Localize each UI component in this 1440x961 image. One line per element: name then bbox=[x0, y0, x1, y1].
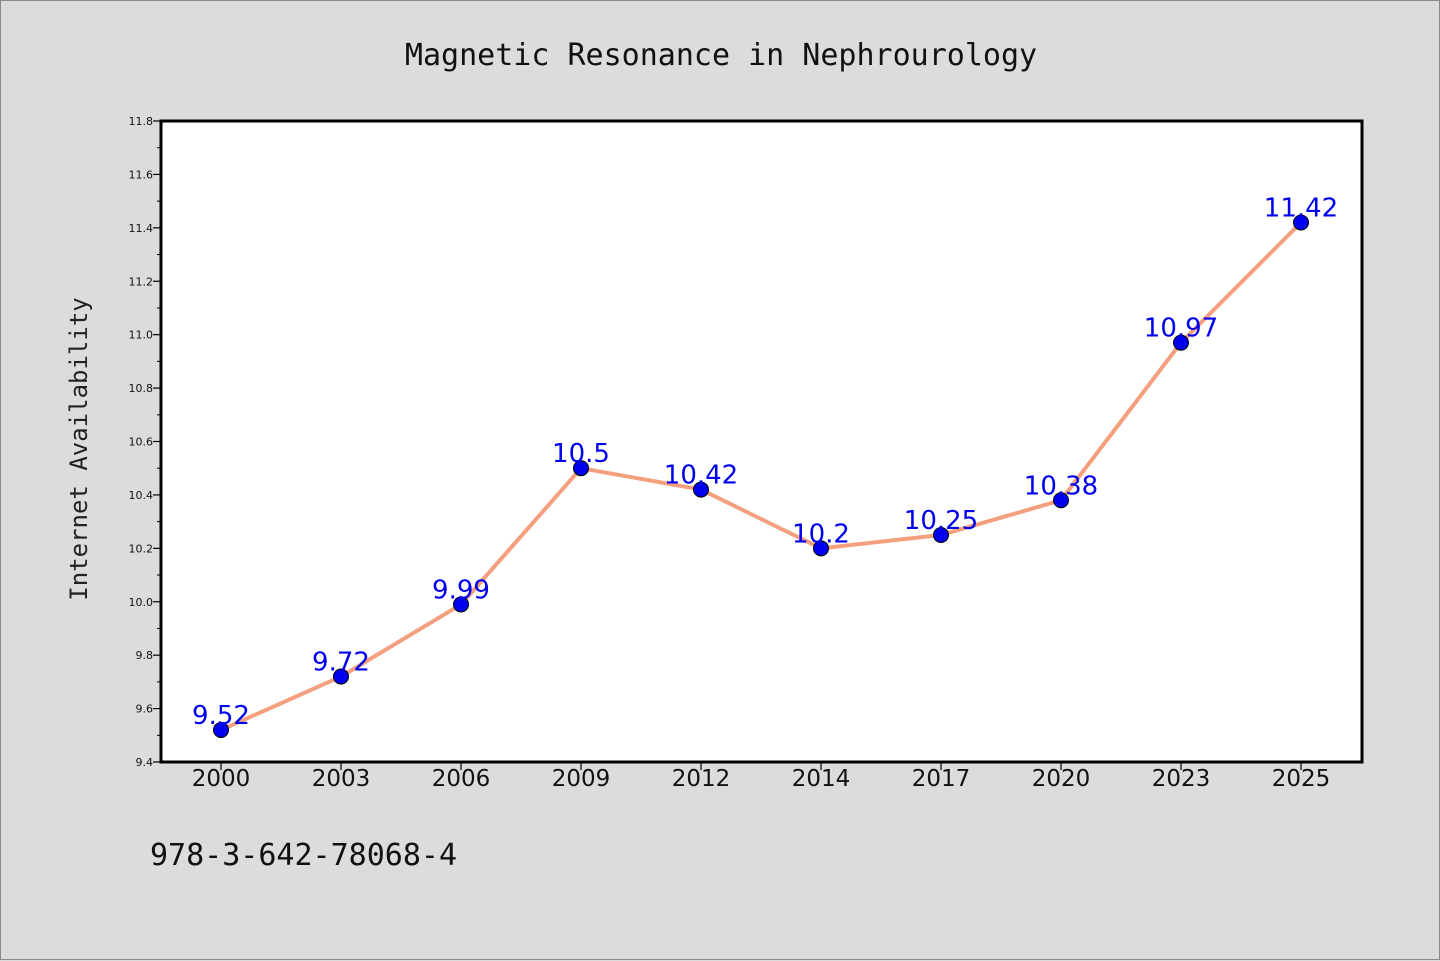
x-tick-label: 2000 bbox=[192, 766, 251, 792]
data-point bbox=[453, 596, 469, 613]
y-tick-label: 11.0 bbox=[129, 329, 154, 342]
data-label: 10.25 bbox=[904, 506, 978, 536]
y-tick-label: 11.2 bbox=[129, 275, 154, 288]
data-point bbox=[933, 526, 949, 543]
x-tick-label: 2014 bbox=[792, 766, 851, 792]
data-point bbox=[213, 721, 229, 738]
y-tick-label: 10.8 bbox=[129, 382, 154, 395]
x-tick-label: 2017 bbox=[912, 766, 971, 792]
data-label: 10.38 bbox=[1024, 471, 1098, 501]
x-axis-ticks: 2000 2003 2006 2009 2012 2014 2017 2020 2023 2025 bbox=[192, 762, 1331, 792]
y-tick-label: 10.0 bbox=[129, 596, 154, 609]
data-point bbox=[1293, 214, 1309, 231]
x-tick-label: 2012 bbox=[672, 766, 731, 792]
data-label: 9.72 bbox=[312, 648, 370, 678]
y-tick-label: 9.8 bbox=[136, 649, 154, 662]
data-label: 9.99 bbox=[432, 575, 490, 605]
data-point bbox=[813, 540, 829, 557]
y-axis-ticks: 9.4 9.6 9.8 10.0 10.2 10.4 10.6 10.8 11.0 11.2 11.… bbox=[129, 115, 161, 769]
y-tick-label: 10.6 bbox=[129, 436, 154, 449]
x-tick-label: 2025 bbox=[1272, 766, 1331, 792]
y-tick-label: 11.8 bbox=[129, 115, 154, 128]
y-tick-label: 10.4 bbox=[129, 489, 154, 502]
data-label: 10.2 bbox=[792, 519, 850, 549]
y-tick-label: 11.6 bbox=[129, 168, 154, 181]
y-tick-label: 11.4 bbox=[129, 222, 154, 235]
x-tick-label: 2020 bbox=[1032, 766, 1091, 792]
data-label: 10.97 bbox=[1144, 314, 1218, 344]
data-point bbox=[333, 668, 349, 685]
chart-title: Magnetic Resonance in Nephrourology bbox=[405, 38, 1037, 73]
series-line bbox=[219, 220, 1303, 732]
y-tick-label: 10.2 bbox=[129, 542, 154, 555]
data-series: 9.52 9.72 9.99 10.5 10.42 10.2 10.25 10.38 10.97… bbox=[192, 193, 1338, 738]
plot-border bbox=[159, 119, 1364, 764]
y-tick-label: 9.4 bbox=[136, 756, 154, 769]
x-tick-label: 2006 bbox=[432, 766, 491, 792]
plot-area bbox=[161, 121, 1362, 762]
x-tick-label: 2009 bbox=[552, 766, 611, 792]
x-tick-label: 2023 bbox=[1152, 766, 1211, 792]
data-label: 11.42 bbox=[1264, 193, 1338, 223]
data-point bbox=[1053, 492, 1069, 509]
isbn-footer: 978-3-642-78068-4 bbox=[150, 838, 457, 873]
data-label: 9.52 bbox=[192, 701, 250, 731]
y-axis-label: Internet Availability bbox=[65, 297, 93, 600]
data-point bbox=[573, 460, 589, 477]
data-point bbox=[1173, 334, 1189, 351]
x-tick-label: 2003 bbox=[312, 766, 371, 792]
data-label: 10.42 bbox=[664, 461, 738, 491]
y-tick-label: 9.6 bbox=[136, 703, 154, 716]
data-label: 10.5 bbox=[552, 439, 610, 469]
data-point bbox=[693, 481, 709, 498]
